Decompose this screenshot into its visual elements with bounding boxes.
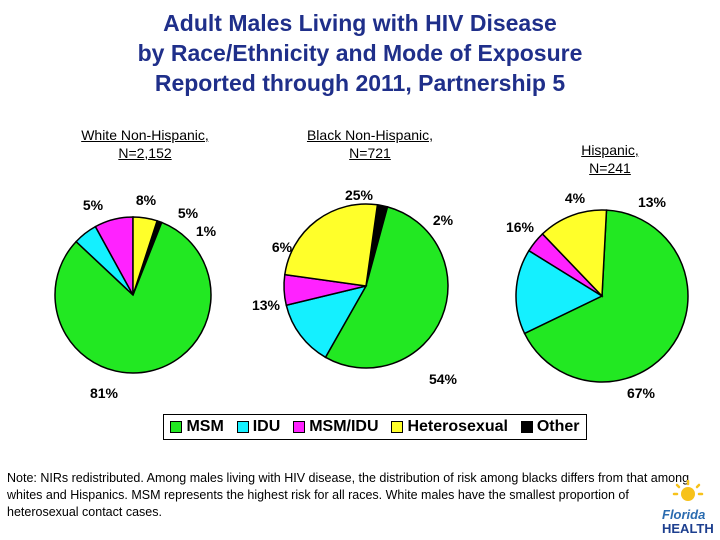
legend-item-heterosexual: Heterosexual [391, 418, 508, 436]
pie-2-label-idu: 16% [506, 219, 535, 235]
footnote: Note: NIRs redistributed. Among males li… [7, 471, 690, 519]
title-line-3: Reported through 2011, Partnership 5 [154, 70, 566, 96]
legend-swatch-other [520, 421, 533, 433]
pie-charts: 81% 5% 8% 5% 1% 54% 13% 6% 25% 2% 67% 16% 4% 13% [54, 187, 689, 401]
legend-item-idu: IDU [236, 418, 281, 436]
pie-0-label-msm: 81% [90, 385, 119, 401]
pie-title-hispanic-line1: Hispanic, [581, 142, 639, 158]
legend-label-msm: MSM [186, 418, 224, 435]
pie-1-label-other: 2% [433, 212, 454, 228]
pie-title-white: White Non-Hispanic, N=2,152 [40, 126, 250, 162]
pie-title-white-line1: White Non-Hispanic, [81, 127, 209, 143]
pie-title-black-line1: Black Non-Hispanic, [306, 127, 434, 143]
pie-2-slice-idu [515, 249, 604, 335]
pie-2-slice-heterosexual [541, 209, 608, 298]
florida-health-logo [672, 479, 704, 501]
pie-2-slice-msm [523, 209, 689, 383]
pie-title-black-line2: N=721 [349, 145, 391, 161]
legend-item-msm: MSM [170, 418, 224, 436]
pie-1-slice-idu [285, 284, 368, 359]
chart-title: Adult Males Living with HIV Disease by R… [0, 8, 720, 98]
pie-0-slice-msm [54, 221, 212, 374]
pie-0-label-other: 1% [196, 223, 217, 239]
pie-2-label-msm: 67% [627, 385, 656, 401]
legend-label-heterosexual: Heterosexual [407, 418, 508, 435]
legend-swatch-heterosexual [391, 421, 404, 433]
pie-0-label-heterosexual: 5% [178, 205, 199, 221]
legend-item-other: Other [520, 418, 580, 436]
pie-2-label-msm-idu: 4% [565, 190, 586, 206]
pie-title-black: Black Non-Hispanic, N=721 [265, 126, 475, 162]
pie-title-hispanic-line2: N=241 [589, 160, 631, 176]
pie-0-label-msm-idu: 8% [136, 192, 157, 208]
logo-line-2: HEALTH [662, 521, 714, 536]
legend-item-msm-idu: MSM/IDU [293, 418, 379, 436]
pie-0-label-idu: 5% [83, 197, 104, 213]
legend-label-idu: IDU [252, 418, 281, 435]
title-line-1: Adult Males Living with HIV Disease [163, 10, 557, 36]
logo-text: Florida HEALTH [662, 508, 714, 536]
pie-title-white-line2: N=2,152 [118, 145, 172, 161]
pie-0-slice-heterosexual [132, 216, 159, 296]
legend-label-other: Other [536, 418, 580, 435]
pie-1-slice-heterosexual [283, 203, 379, 287]
title-line-2: by Race/Ethnicity and Mode of Exposure [137, 40, 583, 66]
pie-title-hispanic: Hispanic, N=241 [530, 141, 690, 177]
legend-label-msm-idu: MSM/IDU [309, 418, 379, 435]
logo-line-1: Florida [662, 507, 706, 522]
pie-1-label-heterosexual: 25% [345, 187, 374, 203]
legend-swatch-idu [236, 421, 249, 433]
legend-swatch-msm [170, 421, 183, 433]
pie-1-label-msm-idu: 6% [272, 239, 293, 255]
legend: MSM IDU MSM/IDU Heterosexual Other [163, 414, 587, 440]
sun-icon [672, 479, 704, 501]
pie-1-label-msm: 54% [429, 371, 458, 387]
pie-1-slice-msm [324, 205, 449, 369]
pie-2-label-heterosexual: 13% [638, 194, 667, 210]
legend-swatch-msm-idu [293, 421, 306, 433]
pie-1-label-idu: 13% [252, 297, 281, 313]
